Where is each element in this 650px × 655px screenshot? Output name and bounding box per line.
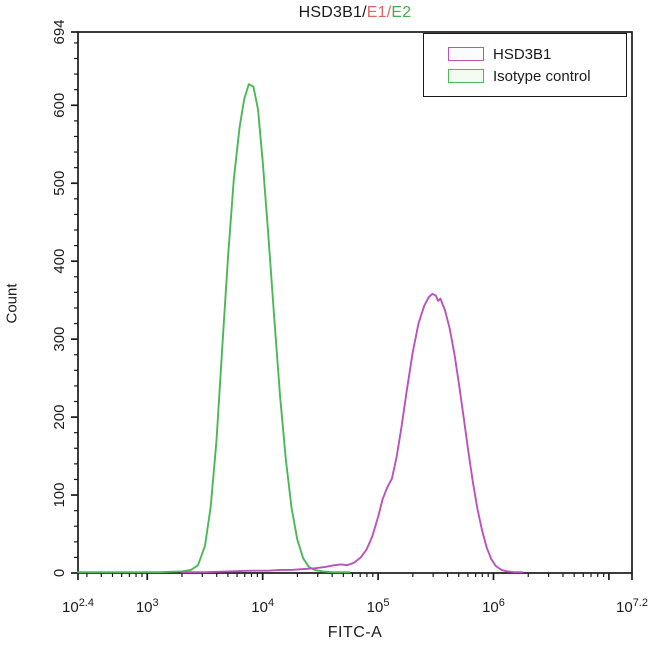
- curve-hsd3b1: [180, 292, 524, 574]
- y-tick-label: 694: [51, 19, 68, 44]
- legend-entry-label: HSD3B1: [493, 45, 552, 63]
- y-tick-label: 0: [51, 569, 68, 577]
- legend: HSD3B1 Isotype control: [423, 33, 627, 97]
- legend-entry-label: Isotype control: [493, 67, 591, 85]
- chart-title-segment-4: E2: [391, 4, 412, 21]
- x-tick-label: 104: [251, 597, 274, 616]
- y-tick-label: 600: [51, 93, 68, 118]
- chart-title: HSD3B1/E1/E2: [78, 2, 632, 24]
- legend-swatch-icon: [448, 47, 484, 61]
- y-tick-label: 400: [51, 249, 68, 274]
- legend-swatch-icon: [448, 69, 484, 83]
- plot-border: [77, 31, 633, 574]
- y-tick-label: 300: [51, 327, 68, 352]
- x-tick-label: 103: [136, 597, 159, 616]
- x-tick-label: 106: [482, 597, 505, 616]
- chart-title-segment-1: /: [362, 4, 367, 21]
- x-tick-label: 105: [367, 597, 390, 616]
- chart-title-segment-3: /: [386, 4, 392, 21]
- legend-entry-0: HSD3B1: [448, 47, 626, 62]
- chart-title-segment-2: E1: [366, 4, 387, 21]
- legend-entry-1: Isotype control: [448, 69, 626, 84]
- x-tick-label: 102.4: [62, 597, 94, 616]
- y-tick-label: 100: [51, 483, 68, 508]
- x-axis-title: FITC-A: [327, 624, 383, 641]
- curve-isotype-control: [77, 83, 351, 574]
- chart-title-segment-0: HSD3B1: [298, 4, 363, 21]
- x-tick-label: 107.2: [616, 597, 648, 616]
- y-tick-label: 500: [51, 171, 68, 196]
- y-axis-title: Count: [3, 283, 21, 324]
- y-tick-label: 200: [51, 405, 68, 430]
